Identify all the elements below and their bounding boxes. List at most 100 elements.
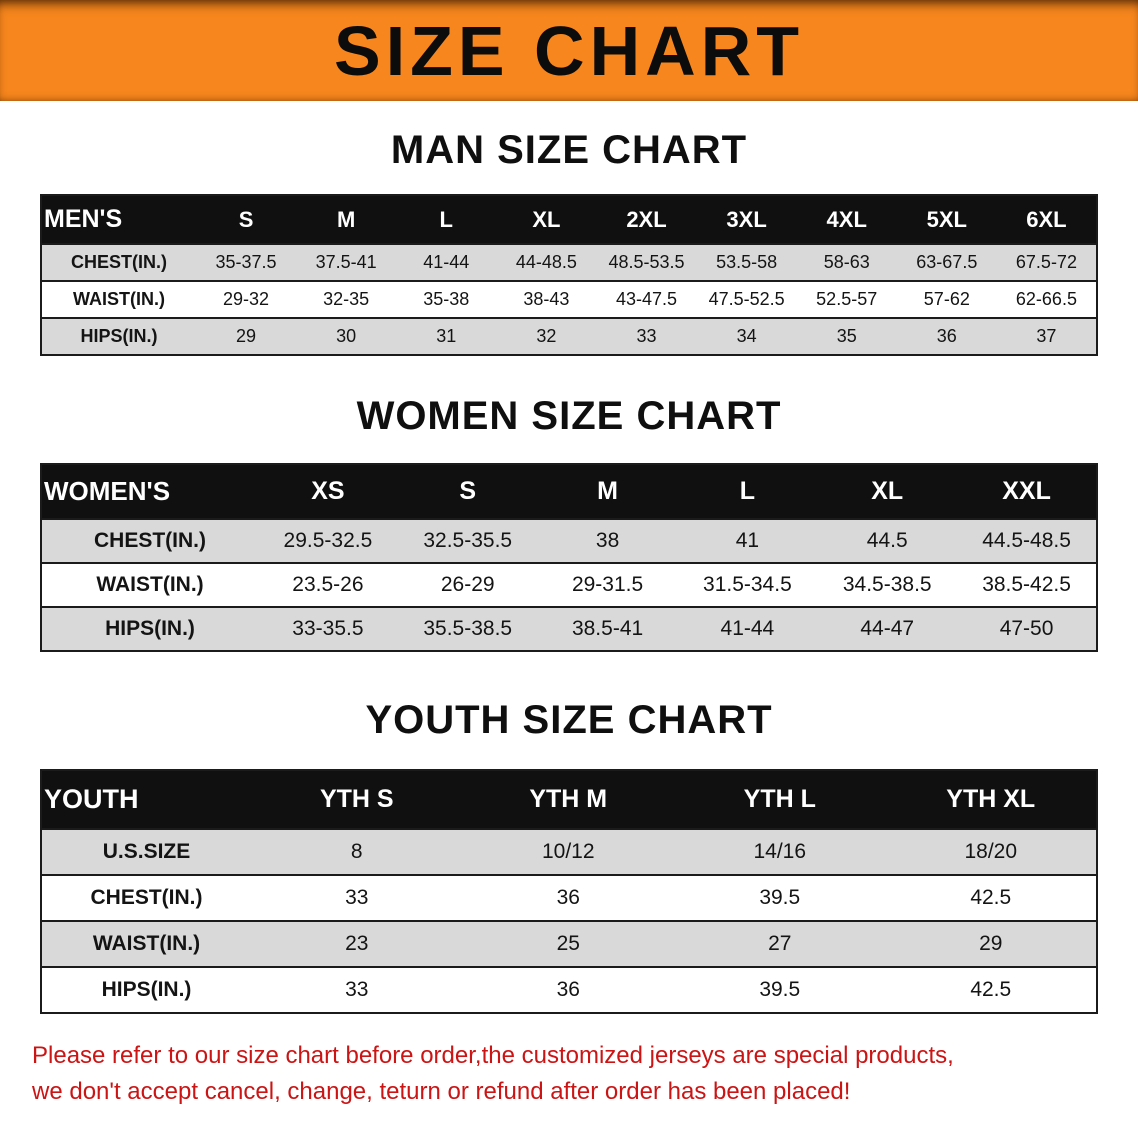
size-chart-banner: SIZE CHART: [0, 0, 1138, 101]
table-row: CHEST(IN.) 29.5-32.5 32.5-35.5 38 41 44.5 44.5…: [41, 519, 1097, 563]
size-value-cell: 58-63: [823, 252, 870, 272]
size-column-header: YTH S: [319, 785, 394, 813]
size-value-cell: 23: [345, 932, 369, 955]
size-value-cell: 39.5: [759, 978, 801, 1001]
size-value-cell: 41: [735, 529, 760, 552]
table-corner-label: WOMEN'S: [44, 476, 171, 506]
size-value-cell: 34.5-38.5: [842, 573, 932, 596]
table-row: HIPS(IN.) 33-35.5 35.5-38.5 38.5-41 41-44 44-…: [41, 607, 1097, 651]
size-value-cell: 29: [979, 932, 1003, 955]
size-column-header: XXL: [1002, 477, 1051, 505]
size-value-cell: 38.5-41: [571, 617, 644, 640]
banner-title: SIZE CHART: [334, 11, 804, 90]
women-size-heading: WOMEN SIZE CHART: [356, 394, 782, 438]
men-size-heading: MAN SIZE CHART: [390, 128, 748, 172]
size-value-cell: 67.5-72: [1015, 252, 1077, 272]
size-value-cell: 27: [768, 932, 792, 955]
size-column-header: XL: [871, 477, 904, 505]
youth-size-heading: YOUTH SIZE CHART: [365, 698, 773, 742]
size-value-cell: 32-35: [323, 289, 370, 309]
size-value-cell: 35.5-38.5: [423, 617, 513, 640]
size-value-cell: 41-44: [423, 252, 470, 272]
size-value-cell: 29: [236, 326, 257, 346]
size-value-cell: 38.5-42.5: [982, 573, 1071, 596]
size-column-header: 6XL: [1026, 206, 1067, 232]
table-corner-label: YOUTH: [44, 784, 139, 814]
size-value-cell: 35-38: [423, 289, 470, 309]
table-row: U.S.SIZE 8 10/12 14/16 18/20: [41, 829, 1097, 875]
size-column-header: L: [439, 206, 453, 232]
size-value-cell: 18/20: [964, 840, 1018, 863]
size-value-cell: 42.5: [970, 886, 1012, 909]
size-column-header: 4XL: [826, 206, 867, 232]
men-size-section: MAN SIZE CHART MEN'S S M L XL 2XL 3XL 4XL 5XL 6XL…: [0, 101, 1138, 356]
table-row: WAIST(IN.) 29-32 32-35 35-38 38-43 43-47.5 47.…: [41, 281, 1097, 318]
table-row: WAIST(IN.) 23.5-26 26-29 29-31.5 31.5-34.5 34…: [41, 563, 1097, 607]
size-value-cell: 31.5-34.5: [703, 573, 792, 596]
size-column-header: S: [238, 206, 254, 232]
row-label: WAIST(IN.): [92, 932, 201, 955]
order-notice: Please refer to our size chart before or…: [0, 1038, 1138, 1110]
size-column-header: L: [739, 477, 756, 505]
size-value-cell: 33: [345, 978, 369, 1001]
row-label: CHEST(IN.): [71, 252, 167, 272]
table-row: HIPS(IN.) 29 30 31 32 33 34 35 36 37: [41, 318, 1097, 355]
table-row: CHEST(IN.) 33 36 39.5 42.5: [41, 875, 1097, 921]
size-value-cell: 37.5-41: [315, 252, 377, 272]
size-value-cell: 25: [556, 932, 580, 955]
women-size-table: WOMEN'S XS S M L XL XXL CHEST(IN.) 29.5-32.5 32.5…: [40, 463, 1098, 652]
size-value-cell: 26-29: [440, 573, 495, 596]
size-value-cell: 38: [595, 529, 620, 552]
size-column-header: M: [337, 206, 356, 232]
size-value-cell: 35-37.5: [215, 252, 277, 272]
row-label: CHEST(IN.): [90, 886, 203, 909]
table-row: CHEST(IN.) 35-37.5 37.5-41 41-44 44-48.5 48.5…: [41, 244, 1097, 281]
size-value-cell: 32.5-35.5: [423, 529, 513, 552]
size-column-header: 2XL: [626, 206, 667, 232]
row-label: HIPS(IN.): [80, 326, 158, 346]
size-value-cell: 44-47: [860, 617, 915, 640]
size-value-cell: 39.5: [759, 886, 801, 909]
size-column-header: YTH XL: [946, 785, 1036, 813]
size-value-cell: 47-50: [999, 617, 1054, 640]
men-size-table: MEN'S S M L XL 2XL 3XL 4XL 5XL 6XL CHEST(IN.) 35-37…: [40, 194, 1098, 356]
size-value-cell: 48.5-53.5: [608, 252, 685, 272]
size-value-cell: 43-47.5: [615, 289, 678, 309]
size-value-cell: 23.5-26: [292, 573, 364, 596]
size-value-cell: 53.5-58: [716, 252, 778, 272]
size-value-cell: 14/16: [753, 840, 807, 863]
size-value-cell: 38-43: [523, 289, 570, 309]
size-column-header: S: [459, 477, 477, 505]
table-corner-label: MEN'S: [44, 205, 123, 233]
women-size-section: WOMEN SIZE CHART WOMEN'S XS S M L XL XXL CHEST(…: [0, 356, 1138, 652]
size-value-cell: 44-48.5: [515, 252, 577, 272]
size-value-cell: 57-62: [923, 289, 970, 309]
size-value-cell: 10/12: [541, 840, 595, 863]
size-value-cell: 44.5: [866, 529, 908, 552]
notice-line-2: we don't accept cancel, change, teturn o…: [32, 1078, 851, 1105]
row-label: WAIST(IN.): [96, 573, 204, 596]
youth-size-table: YOUTH YTH S YTH M YTH L YTH XL U.S.SIZE 8 10/12…: [40, 769, 1098, 1014]
size-value-cell: 44.5-48.5: [982, 529, 1071, 552]
size-value-cell: 29-31.5: [571, 573, 644, 596]
size-column-header: YTH L: [743, 785, 816, 813]
size-column-header: XS: [311, 477, 345, 505]
size-value-cell: 36: [936, 326, 957, 346]
size-value-cell: 33-35.5: [292, 617, 364, 640]
size-column-header: XL: [532, 206, 561, 232]
size-value-cell: 34: [736, 326, 757, 346]
row-label: CHEST(IN.): [94, 529, 206, 552]
row-label: HIPS(IN.): [101, 978, 192, 1001]
size-value-cell: 29-32: [223, 289, 270, 309]
size-value-cell: 37: [1036, 326, 1057, 346]
size-value-cell: 47.5-52.5: [708, 289, 785, 309]
size-value-cell: 30: [336, 326, 357, 346]
size-value-cell: 63-67.5: [916, 252, 978, 272]
size-value-cell: 52.5-57: [816, 289, 878, 309]
size-column-header: 5XL: [926, 206, 967, 232]
table-row: WAIST(IN.) 23 25 27 29: [41, 921, 1097, 967]
size-value-cell: 41-44: [720, 617, 775, 640]
size-value-cell: 29.5-32.5: [283, 529, 373, 552]
table-row: HIPS(IN.) 33 36 39.5 42.5: [41, 967, 1097, 1013]
row-label: U.S.SIZE: [102, 840, 191, 863]
